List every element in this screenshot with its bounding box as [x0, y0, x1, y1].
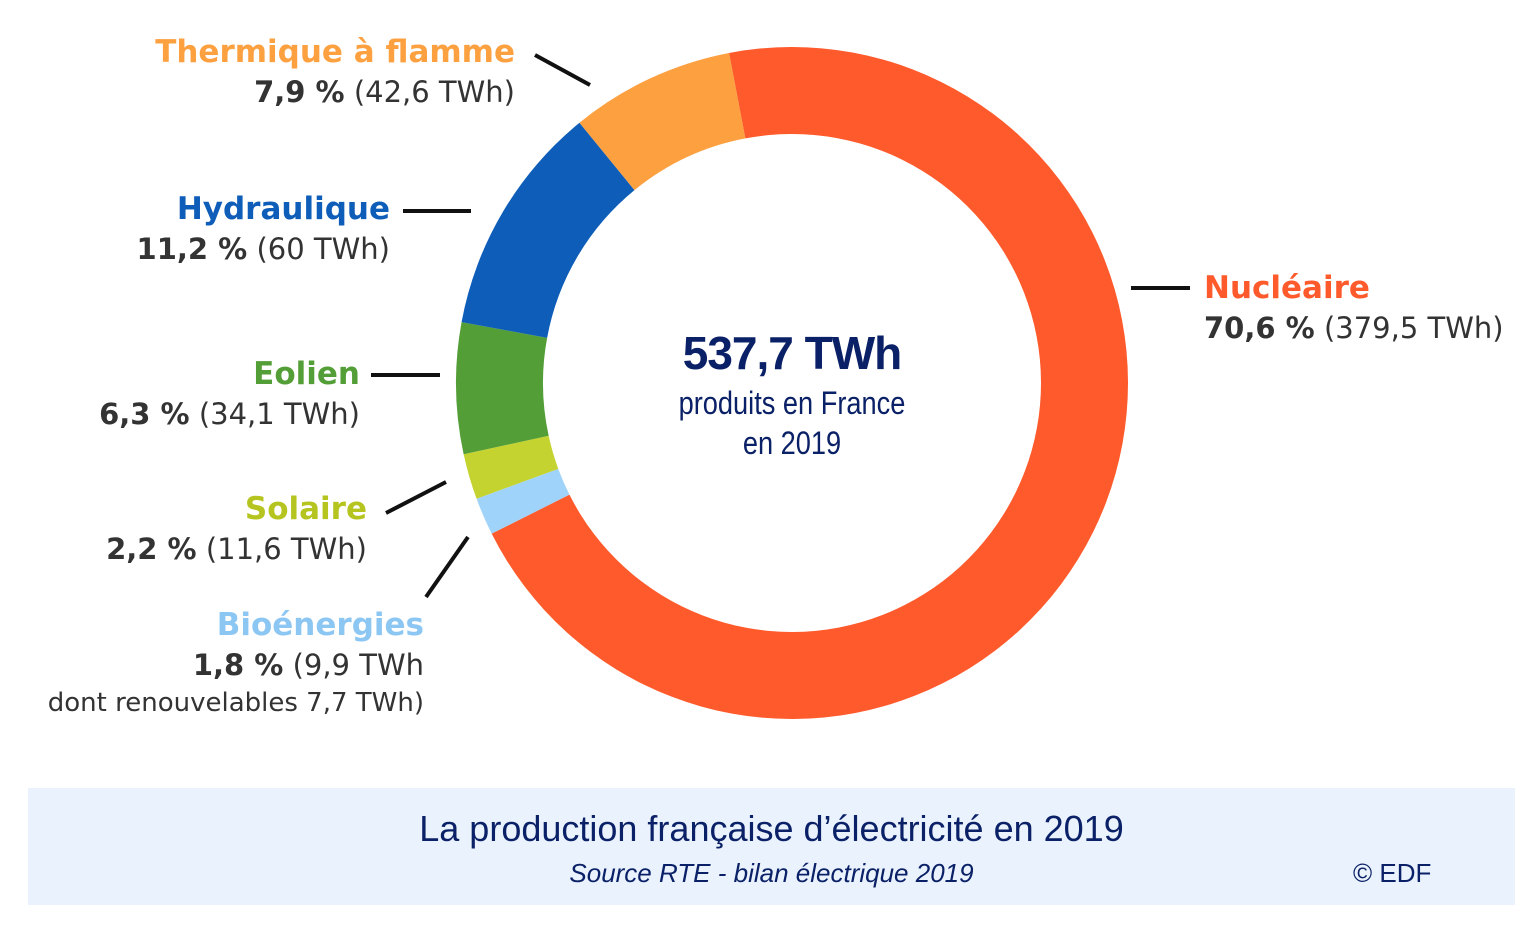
label-bioenergies: Bioénergies 1,8 % (9,9 TWh dont renouvel…	[48, 605, 424, 721]
label-twh: (9,9 TWh	[292, 648, 424, 682]
leader-line-bioenergies	[424, 535, 470, 599]
slice-eolien	[455, 322, 549, 455]
slice-bioenergies	[476, 468, 570, 534]
label-twh: (60 TWh)	[256, 232, 390, 266]
label-nucleaire: Nucléaire 70,6 % (379,5 TWh)	[1204, 268, 1504, 348]
label-name: Nucléaire	[1204, 270, 1370, 306]
label-twh: (11,6 TWh)	[205, 532, 367, 566]
slice-hydraulique	[461, 122, 635, 338]
label-extra: dont renouvelables 7,7 TWh)	[47, 688, 424, 718]
label-name: Eolien	[253, 356, 360, 392]
label-twh: (42,6 TWh)	[353, 75, 515, 109]
leader-lines	[371, 53, 1190, 599]
label-thermique: Thermique à flamme 7,9 % (42,6 TWh)	[155, 32, 515, 112]
chart-source: Source RTE - bilan électrique 2019	[569, 858, 974, 888]
label-solaire: Solaire 2,2 % (11,6 TWh)	[106, 489, 367, 569]
label-hydraulique: Hydraulique 11,2 % (60 TWh)	[137, 189, 390, 269]
leader-line-thermique	[534, 53, 591, 87]
label-eolien: Eolien 6,3 % (34,1 TWh)	[99, 354, 360, 434]
label-name: Solaire	[244, 491, 367, 527]
center-caption: produits en France en 2019	[622, 383, 962, 463]
copyright: © EDF	[1353, 858, 1432, 888]
leader-line-solaire	[385, 480, 447, 515]
label-twh: (34,1 TWh)	[198, 397, 360, 431]
label-twh: (379,5 TWh)	[1323, 311, 1504, 345]
slice-thermique-a-flamme	[579, 52, 746, 191]
label-name: Hydraulique	[176, 191, 390, 227]
label-percent: 70,6 %	[1204, 311, 1315, 345]
center-line-1: produits en France	[678, 385, 906, 421]
label-name: Bioénergies	[216, 607, 424, 643]
label-name: Thermique à flamme	[155, 34, 515, 70]
center-line-2: en 2019	[742, 425, 842, 461]
chart-title: La production française d’électricité en…	[419, 808, 1124, 849]
label-percent: 6,3 %	[99, 397, 190, 431]
center-total: 537,7 TWh	[682, 327, 903, 379]
label-percent: 11,2 %	[136, 232, 248, 266]
label-percent: 2,2 %	[106, 532, 197, 566]
label-percent: 1,8 %	[192, 648, 284, 682]
label-percent: 7,9 %	[254, 75, 345, 109]
footer-banner: La production française d’électricité en…	[28, 788, 1515, 905]
slice-solaire	[463, 435, 559, 499]
